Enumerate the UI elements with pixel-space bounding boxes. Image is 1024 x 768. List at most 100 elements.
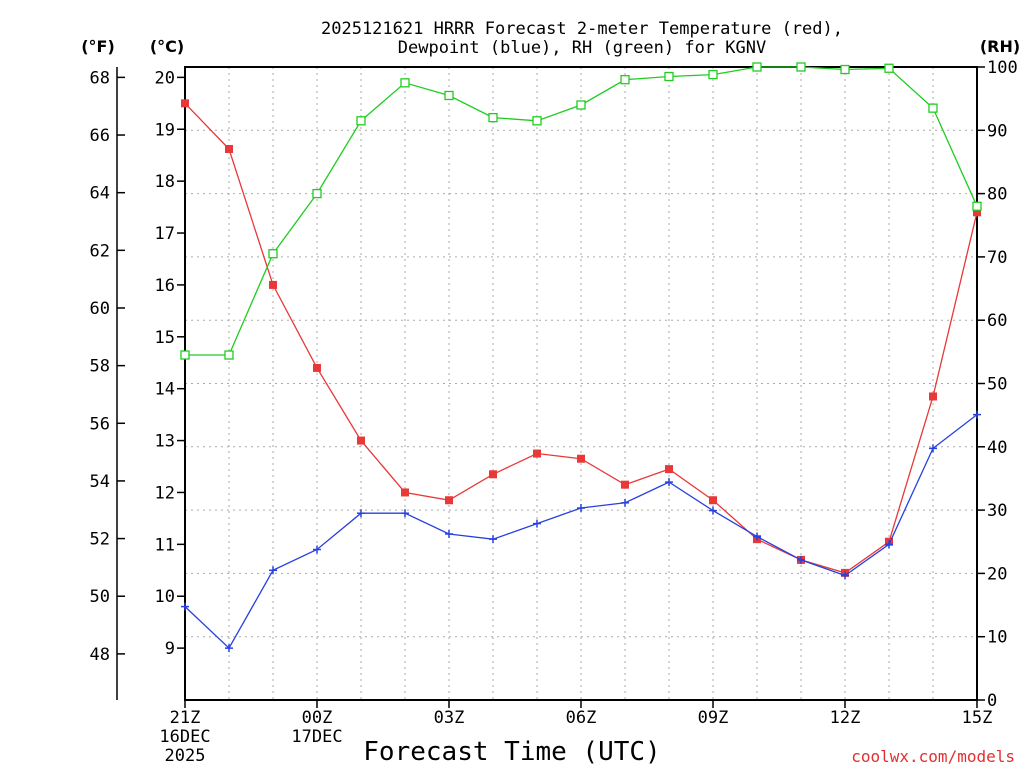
x-tick-label: 12Z	[830, 708, 861, 728]
fahrenheit-tick-label: 52	[90, 530, 110, 550]
relative-humidity-point	[884, 63, 894, 73]
rh-tick-label: 20	[987, 564, 1007, 584]
dewpoint-point	[841, 571, 849, 580]
dewpoint-point	[885, 540, 893, 549]
temperature-point	[929, 392, 937, 401]
x-tick-date: 17DEC	[291, 727, 342, 747]
x-tick-label: 09Z	[698, 708, 729, 728]
x-tick-label: 15Z	[962, 708, 993, 728]
x-tick-label: 21Z	[170, 708, 201, 728]
temperature-point	[225, 144, 233, 153]
rh-tick-label: 10	[987, 628, 1007, 648]
relative-humidity-point	[664, 71, 674, 82]
celsius-tick-label: 10	[155, 587, 175, 607]
celsius-tick-label: 12	[155, 483, 175, 503]
fahrenheit-tick-label: 64	[90, 184, 110, 204]
x-tick-date: 16DEC	[159, 727, 210, 747]
rh-tick-label: 80	[987, 185, 1007, 205]
rh-tick-label: 0	[987, 691, 997, 711]
rh-tick-label: 40	[987, 438, 1007, 458]
fahrenheit-tick-label: 66	[90, 126, 110, 146]
temperature-point	[269, 280, 277, 289]
temperature-point	[401, 488, 409, 497]
celsius-tick-label: 13	[155, 432, 175, 452]
credit-text: coolwx.com/models	[851, 747, 1015, 766]
relative-humidity-point	[620, 75, 630, 85]
grid-lines	[185, 67, 977, 700]
temperature-point	[577, 454, 585, 463]
relative-humidity-point	[312, 188, 322, 199]
dewpoint-point	[665, 478, 673, 487]
temperature-point	[445, 496, 453, 505]
rh-tick-label: 60	[987, 311, 1007, 331]
dewpoint-point	[709, 506, 717, 515]
fahrenheit-unit-label: (°F)	[81, 37, 115, 56]
dewpoint-point	[621, 498, 629, 507]
series-layer	[180, 62, 982, 653]
relative-humidity-point	[928, 103, 938, 113]
celsius-unit-label: (°C)	[150, 37, 184, 56]
x-tick-year: 2025	[165, 746, 206, 766]
temperature-point	[181, 99, 189, 108]
dewpoint-point	[357, 509, 365, 518]
fahrenheit-tick-label: 54	[90, 472, 110, 492]
relative-humidity-point	[840, 64, 850, 75]
relative-humidity-point	[796, 62, 806, 72]
dewpoint-point	[577, 504, 585, 513]
temperature-point	[357, 436, 365, 445]
rh-tick-label: 90	[987, 121, 1007, 141]
x-axis-title: Forecast Time (UTC)	[363, 737, 660, 767]
dewpoint-point	[269, 566, 277, 575]
relative-humidity-point	[752, 62, 762, 72]
axes: 9 10 11 12 13 14 15 16 17 18 19 20 48 50 52 54 56 58 60 62 6…	[90, 58, 1018, 766]
fahrenheit-tick-label: 68	[90, 68, 110, 88]
dewpoint-point	[533, 519, 541, 528]
chart-title-line1: 2025121621 HRRR Forecast 2-meter Tempera…	[321, 19, 843, 39]
dewpoint-point	[929, 444, 937, 453]
dewpoint-point	[313, 545, 321, 554]
relative-humidity-point	[708, 69, 718, 80]
fahrenheit-tick-label: 58	[90, 357, 110, 377]
temperature-point	[489, 470, 497, 479]
relative-humidity-point	[532, 116, 542, 126]
celsius-tick-label: 20	[155, 68, 175, 88]
dewpoint-point	[445, 529, 453, 538]
relative-humidity-point	[180, 350, 190, 360]
temperature-point	[533, 449, 541, 458]
fahrenheit-tick-label: 48	[90, 645, 110, 665]
rh-unit-label: (RH)	[980, 37, 1020, 56]
dewpoint-point	[225, 644, 233, 653]
relative-humidity-point	[488, 112, 498, 123]
relative-humidity-point	[576, 100, 586, 110]
rh-tick-label: 100	[987, 58, 1018, 78]
relative-humidity-point	[444, 90, 454, 101]
relative-humidity-point	[224, 350, 234, 360]
relative-humidity-point	[400, 78, 410, 88]
rh-tick-label: 50	[987, 375, 1007, 395]
temperature-point	[665, 465, 673, 474]
celsius-tick-label: 9	[165, 639, 175, 659]
celsius-tick-label: 17	[155, 224, 175, 244]
dewpoint-point	[797, 555, 805, 564]
fahrenheit-tick-label: 50	[90, 587, 110, 607]
dewpoint-point	[181, 602, 189, 611]
relative-humidity-point	[356, 116, 366, 126]
x-tick-label: 00Z	[302, 708, 333, 728]
celsius-tick-label: 19	[155, 120, 175, 140]
dewpoint-point	[401, 509, 409, 518]
dewpoint-point	[753, 532, 761, 541]
relative-humidity-point	[972, 201, 982, 211]
celsius-tick-label: 18	[155, 172, 175, 192]
temperature-point	[621, 480, 629, 489]
chart-title-line2: Dewpoint (blue), RH (green) for KGNV	[398, 38, 766, 58]
celsius-tick-label: 14	[155, 380, 175, 400]
celsius-tick-label: 16	[155, 276, 175, 296]
rh-tick-label: 70	[987, 248, 1007, 268]
celsius-tick-label: 11	[155, 535, 175, 555]
fahrenheit-tick-label: 62	[90, 241, 110, 261]
temperature-point	[709, 496, 717, 505]
relative-humidity-point	[268, 249, 278, 259]
rh-tick-label: 30	[987, 501, 1007, 521]
temperature-point	[973, 208, 981, 217]
